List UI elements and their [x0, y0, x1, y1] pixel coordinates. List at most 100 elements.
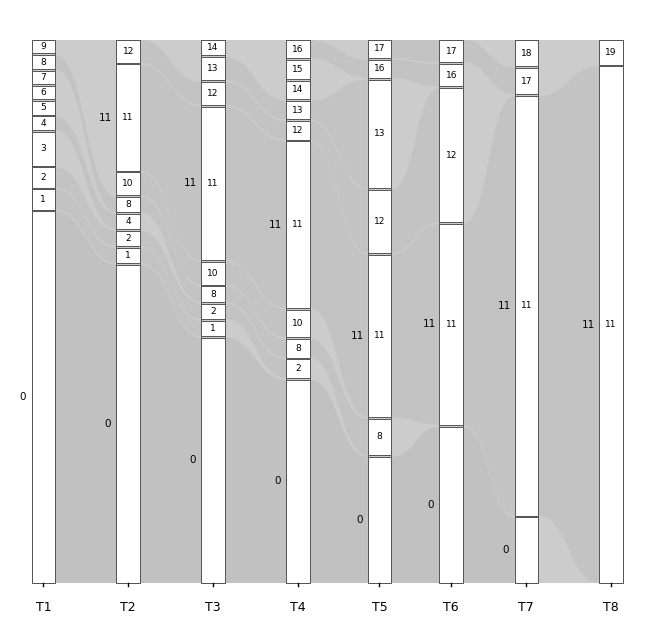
Text: 0: 0: [274, 477, 281, 487]
Bar: [32, 40, 623, 583]
Bar: [440, 40, 463, 583]
Text: 10: 10: [122, 179, 134, 188]
Text: 11: 11: [446, 320, 457, 329]
Bar: [286, 121, 309, 140]
Text: 3: 3: [40, 144, 46, 153]
Text: 11: 11: [373, 331, 385, 340]
Polygon shape: [391, 88, 440, 253]
Bar: [116, 173, 140, 195]
Polygon shape: [538, 67, 600, 583]
Text: 6: 6: [40, 88, 46, 97]
Bar: [201, 107, 225, 260]
Text: 8: 8: [210, 290, 216, 298]
Bar: [32, 117, 55, 130]
Polygon shape: [140, 231, 201, 319]
Text: 12: 12: [292, 126, 303, 135]
Bar: [32, 189, 55, 210]
Text: T2: T2: [120, 601, 136, 614]
Text: 11: 11: [269, 219, 282, 229]
Bar: [600, 40, 623, 65]
Text: 8: 8: [40, 57, 46, 67]
Text: 13: 13: [208, 64, 219, 73]
Bar: [286, 40, 309, 583]
Text: 0: 0: [428, 500, 434, 510]
Text: T5: T5: [371, 601, 387, 614]
Text: 11: 11: [184, 178, 198, 188]
Text: 10: 10: [292, 319, 303, 328]
Bar: [201, 262, 225, 285]
Text: T7: T7: [518, 601, 534, 614]
Polygon shape: [55, 55, 116, 212]
Bar: [368, 80, 391, 188]
Bar: [368, 457, 391, 583]
Bar: [514, 96, 538, 516]
Bar: [514, 40, 538, 583]
Polygon shape: [309, 121, 368, 253]
Text: 11: 11: [582, 320, 596, 330]
Bar: [286, 359, 309, 378]
Text: 13: 13: [292, 105, 303, 115]
Bar: [600, 40, 623, 583]
Bar: [201, 40, 225, 55]
Text: 0: 0: [503, 545, 510, 555]
Bar: [286, 40, 309, 59]
Text: 16: 16: [292, 45, 303, 54]
Text: 16: 16: [446, 71, 457, 80]
Polygon shape: [463, 40, 514, 94]
Text: 2: 2: [40, 173, 46, 182]
Polygon shape: [225, 82, 286, 140]
Text: 4: 4: [126, 217, 131, 226]
Text: 2: 2: [210, 307, 216, 316]
Text: 18: 18: [521, 49, 532, 57]
Bar: [440, 40, 463, 62]
Bar: [514, 68, 538, 94]
Text: 0: 0: [356, 515, 362, 525]
Text: 4: 4: [40, 119, 46, 128]
Text: 11: 11: [605, 320, 617, 329]
Text: 19: 19: [605, 48, 617, 57]
Text: 12: 12: [208, 89, 219, 98]
Polygon shape: [309, 40, 368, 78]
Bar: [201, 321, 225, 336]
Polygon shape: [55, 117, 116, 229]
Text: 1: 1: [126, 251, 131, 260]
Text: 11: 11: [350, 331, 364, 341]
Bar: [201, 303, 225, 319]
Bar: [286, 379, 309, 583]
Bar: [201, 82, 225, 105]
Bar: [32, 211, 55, 583]
Bar: [32, 70, 55, 84]
Bar: [32, 40, 55, 54]
Text: 13: 13: [373, 130, 385, 138]
Bar: [440, 224, 463, 425]
Text: 0: 0: [104, 419, 111, 429]
Bar: [286, 310, 309, 337]
Text: 5: 5: [40, 103, 46, 112]
Bar: [286, 339, 309, 358]
Bar: [368, 255, 391, 417]
Text: 11: 11: [208, 179, 219, 188]
Polygon shape: [140, 173, 201, 285]
Text: 17: 17: [373, 44, 385, 54]
Text: 11: 11: [99, 113, 112, 123]
Polygon shape: [391, 60, 440, 87]
Text: 16: 16: [373, 64, 385, 74]
Text: 8: 8: [377, 432, 382, 441]
Polygon shape: [309, 80, 368, 188]
Text: 14: 14: [292, 85, 303, 94]
Bar: [514, 518, 538, 583]
Text: 10: 10: [208, 269, 219, 278]
Polygon shape: [55, 168, 116, 246]
Bar: [32, 168, 55, 188]
Bar: [368, 60, 391, 78]
Polygon shape: [391, 224, 440, 425]
Bar: [440, 64, 463, 87]
Text: 0: 0: [20, 392, 26, 402]
Bar: [286, 80, 309, 99]
Bar: [116, 248, 140, 263]
Polygon shape: [463, 96, 514, 516]
Bar: [32, 86, 55, 100]
Polygon shape: [140, 248, 201, 336]
Text: 15: 15: [292, 65, 303, 74]
Bar: [116, 40, 140, 583]
